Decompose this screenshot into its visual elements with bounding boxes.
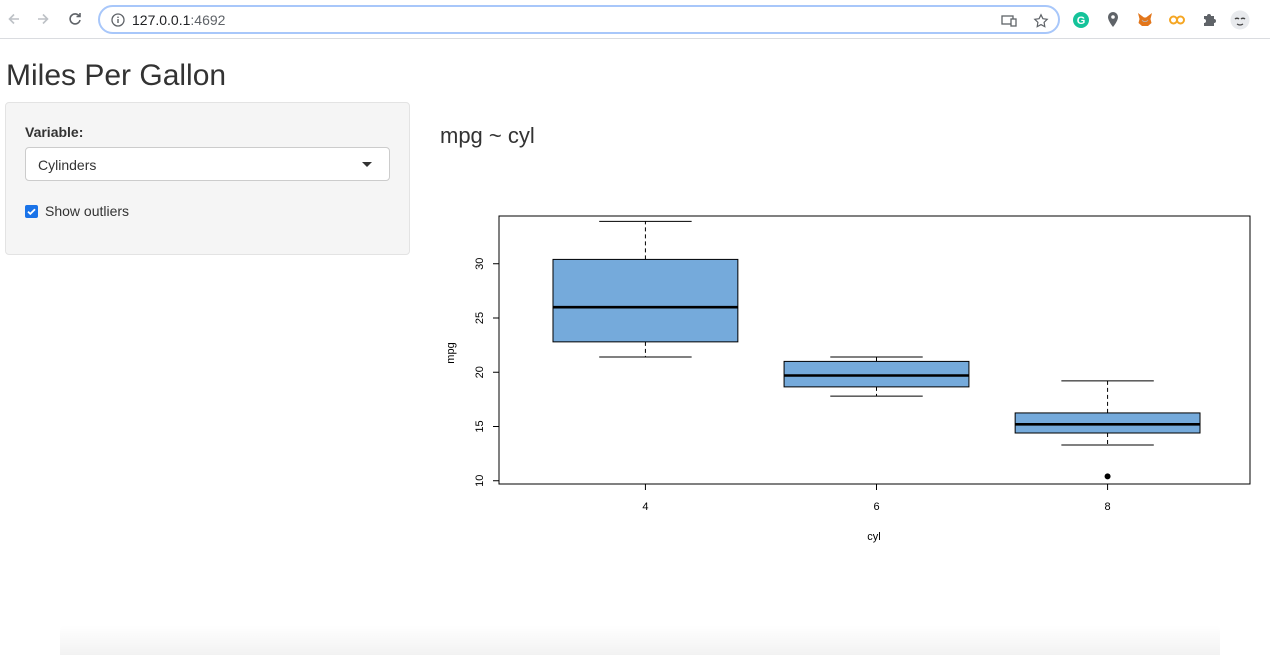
y-tick-label-10: 10: [474, 475, 486, 487]
back-button[interactable]: [3, 8, 25, 30]
variable-select[interactable]: Cylinders: [25, 147, 390, 181]
x-axis-label: cyl: [867, 531, 880, 543]
plot-title: mpg ~ cyl: [440, 123, 535, 148]
y-axis-label: mpg: [445, 342, 457, 363]
url-port: :4692: [190, 12, 226, 28]
show-outliers-option[interactable]: Show outliers: [25, 203, 129, 219]
profile-icon[interactable]: [1230, 10, 1250, 30]
y-tick-label-20: 20: [474, 366, 486, 378]
box-cyl-6: [783, 356, 970, 397]
browser-toolbar: 127.0.0.1:4692 G: [0, 0, 1270, 39]
bottom-bar-shadow: [60, 625, 1220, 655]
url-host: 127.0.0.1: [132, 12, 191, 28]
page-title: Miles Per Gallon: [6, 59, 227, 92]
link-extension-icon[interactable]: [1167, 10, 1187, 30]
x-tick-label-8: 8: [1105, 501, 1111, 513]
iqr-box-8: [1014, 412, 1201, 434]
box-cyl-4: [552, 220, 739, 358]
checkmark-icon: [27, 208, 36, 215]
address-bar[interactable]: 127.0.0.1:4692: [98, 5, 1060, 34]
variable-label: Variable:: [25, 124, 84, 140]
y-tick-label-25: 25: [474, 312, 486, 324]
plot-frame: [498, 215, 1251, 485]
bookmark-star-icon[interactable]: [1032, 12, 1050, 30]
y-tick-label-30: 30: [474, 258, 486, 270]
forward-button[interactable]: [32, 8, 54, 30]
reload-icon: [69, 13, 81, 25]
caret-down-icon: [362, 162, 372, 167]
variable-select-value: Cylinders: [38, 157, 97, 173]
url-text[interactable]: 127.0.0.1:4692: [132, 12, 225, 28]
outlier-point-8-0: [1104, 473, 1111, 480]
cast-icon[interactable]: [1000, 12, 1018, 30]
sidebar-panel: Variable: Cylinders Show outliers: [5, 102, 410, 255]
x-tick-label-4: 4: [642, 501, 648, 513]
iqr-box-4: [552, 258, 739, 343]
info-icon[interactable]: [110, 12, 126, 28]
metamask-icon[interactable]: [1135, 10, 1155, 30]
mpg-boxplot: 10 15 20 25 30 4 6 8 cyl mpg: [445, 215, 1251, 543]
reload-button[interactable]: [64, 8, 86, 30]
show-outliers-label: Show outliers: [45, 203, 130, 219]
arrow-left-icon: [8, 13, 19, 25]
grammarly-icon[interactable]: G: [1071, 10, 1091, 30]
puzzle-icon[interactable]: [1199, 10, 1219, 30]
arrow-right-icon: [38, 13, 49, 25]
x-tick-label-6: 6: [873, 501, 879, 513]
y-tick-label-15: 15: [474, 420, 486, 432]
svg-text:G: G: [1077, 15, 1086, 27]
show-outliers-checkbox[interactable]: [25, 204, 38, 218]
box-cyl-8: [1014, 380, 1201, 480]
iqr-box-6: [783, 360, 970, 388]
location-pin-icon[interactable]: [1103, 10, 1123, 30]
